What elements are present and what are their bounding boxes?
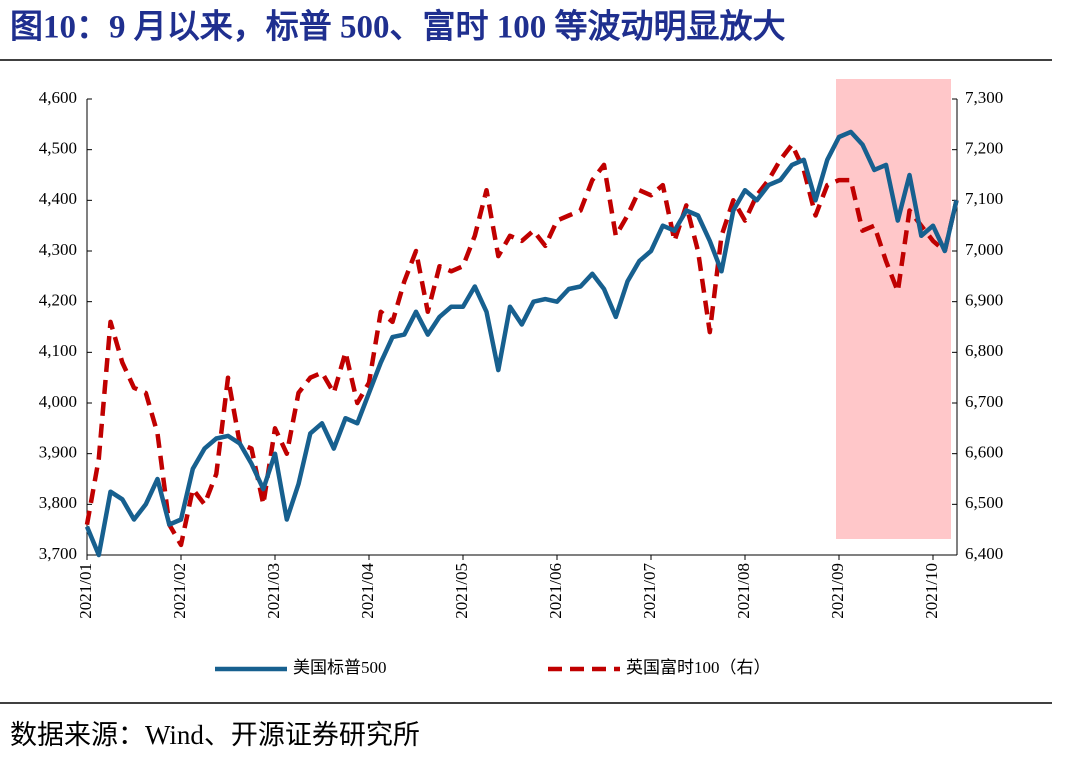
y-tick-label: 3,800 [39, 493, 77, 512]
legend-label: 美国标普500 [293, 658, 387, 677]
source: 数据来源：Wind、开源证券研究所 [10, 720, 420, 750]
y2-tick-label: 6,900 [965, 291, 1003, 310]
y-tick-label: 3,700 [39, 544, 77, 563]
y-tick-label: 4,600 [39, 88, 77, 107]
x-tick-label: 2021/05 [452, 563, 471, 619]
x-tick-label: 2021/02 [170, 563, 189, 619]
y2-tick-label: 7,300 [965, 88, 1003, 107]
chart-title: 图10：9 月以来，标普 500、富时 100 等波动明显放大 [10, 8, 786, 46]
x-tick-label: 2021/07 [640, 563, 659, 619]
y2-tick-label: 6,500 [965, 493, 1003, 512]
x-tick-label: 2021/06 [546, 563, 565, 619]
series-line [84, 129, 959, 558]
x-tick-label: 2021/03 [264, 563, 283, 619]
y2-tick-label: 6,700 [965, 392, 1003, 411]
y2-tick-label: 7,100 [965, 189, 1003, 208]
y-tick-label: 4,100 [39, 341, 77, 360]
y2-tick-label: 7,200 [965, 139, 1003, 158]
y-tick-label: 4,000 [39, 392, 77, 411]
y2-tick-label: 6,600 [965, 443, 1003, 462]
x-tick-label: 2021/08 [734, 563, 753, 619]
series-line [84, 142, 959, 548]
legend-label: 英国富时100（右） [626, 658, 771, 677]
y2-tick-label: 6,800 [965, 341, 1003, 360]
y-tick-label: 3,900 [39, 443, 77, 462]
x-tick-label: 2021/01 [76, 563, 95, 619]
highlight-band [836, 79, 951, 539]
y2-tick-label: 6,400 [965, 544, 1003, 563]
y-tick-label: 4,200 [39, 291, 77, 310]
y2-tick-label: 7,000 [965, 240, 1003, 259]
y-tick-label: 4,500 [39, 139, 77, 158]
y-tick-label: 4,300 [39, 240, 77, 259]
x-tick-label: 2021/10 [922, 563, 941, 619]
y-tick-label: 4,400 [39, 189, 77, 208]
x-tick-label: 2021/04 [358, 563, 377, 619]
x-tick-label: 2021/09 [828, 563, 847, 619]
